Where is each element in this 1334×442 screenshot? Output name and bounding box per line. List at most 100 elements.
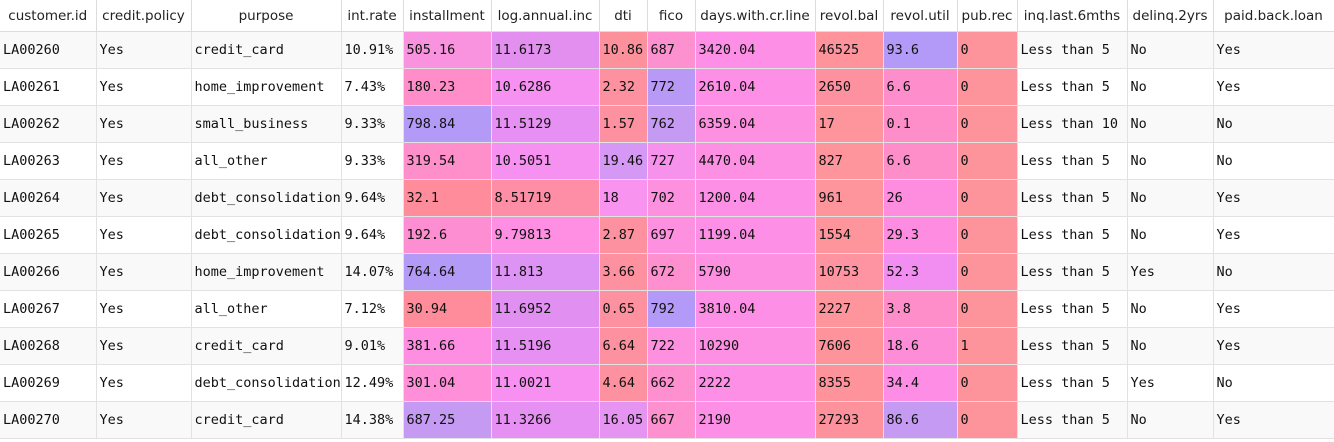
cell-fico[interactable]: 762 xyxy=(647,105,696,143)
cell-installment[interactable]: 192.6 xyxy=(403,216,492,254)
table-row[interactable]: LA00262 Yes small_business 9.33% 798.84 11.51… xyxy=(0,105,1334,143)
cell-dti[interactable]: 2.87 xyxy=(599,216,648,254)
cell-credit-policy[interactable]: Yes xyxy=(96,253,192,291)
column-header-dti[interactable]: dti xyxy=(599,0,648,32)
cell-revol-util[interactable]: 6.6 xyxy=(883,68,958,106)
cell-purpose[interactable]: debt_consolidation xyxy=(191,179,342,217)
cell-credit-policy[interactable]: Yes xyxy=(96,31,192,69)
cell-delinq-2yrs[interactable]: No xyxy=(1127,68,1214,106)
cell-dti[interactable]: 16.05 xyxy=(599,401,648,439)
cell-pub-rec[interactable]: 0 xyxy=(957,179,1018,217)
cell-customer-id[interactable]: LA00268 xyxy=(0,327,97,365)
cell-inq-last-6mths[interactable]: Less than 10 xyxy=(1017,105,1128,143)
cell-credit-policy[interactable]: Yes xyxy=(96,216,192,254)
cell-fico[interactable]: 667 xyxy=(647,401,696,439)
cell-int-rate[interactable]: 7.43% xyxy=(341,68,404,106)
cell-revol-bal[interactable]: 8355 xyxy=(815,364,884,402)
cell-revol-util[interactable]: 18.6 xyxy=(883,327,958,365)
cell-delinq-2yrs[interactable]: No xyxy=(1127,290,1214,328)
cell-fico[interactable]: 672 xyxy=(647,253,696,291)
cell-inq-last-6mths[interactable]: Less than 5 xyxy=(1017,68,1128,106)
cell-credit-policy[interactable]: Yes xyxy=(96,364,192,402)
cell-installment[interactable]: 180.23 xyxy=(403,68,492,106)
column-header-paid-back-loan[interactable]: paid.back.loan xyxy=(1213,0,1334,32)
cell-paid-back-loan[interactable]: Yes xyxy=(1213,327,1334,365)
cell-revol-util[interactable]: 0.1 xyxy=(883,105,958,143)
cell-log-annual-inc[interactable]: 8.51719 xyxy=(491,179,600,217)
cell-credit-policy[interactable]: Yes xyxy=(96,105,192,143)
cell-installment[interactable]: 301.04 xyxy=(403,364,492,402)
cell-installment[interactable]: 381.66 xyxy=(403,327,492,365)
cell-fico[interactable]: 722 xyxy=(647,327,696,365)
cell-paid-back-loan[interactable]: No xyxy=(1213,105,1334,143)
cell-days-with-cr-line[interactable]: 1199.04 xyxy=(695,216,816,254)
cell-customer-id[interactable]: LA00264 xyxy=(0,179,97,217)
cell-revol-bal[interactable]: 46525 xyxy=(815,31,884,69)
cell-log-annual-inc[interactable]: 10.5051 xyxy=(491,142,600,180)
cell-int-rate[interactable]: 9.33% xyxy=(341,105,404,143)
cell-paid-back-loan[interactable]: Yes xyxy=(1213,290,1334,328)
cell-customer-id[interactable]: LA00270 xyxy=(0,401,97,439)
cell-pub-rec[interactable]: 0 xyxy=(957,31,1018,69)
cell-pub-rec[interactable]: 0 xyxy=(957,216,1018,254)
cell-fico[interactable]: 792 xyxy=(647,290,696,328)
table-row[interactable]: LA00269 Yes debt_consolidation 12.49% 301.04… xyxy=(0,364,1334,402)
cell-log-annual-inc[interactable]: 11.0021 xyxy=(491,364,600,402)
cell-paid-back-loan[interactable]: No xyxy=(1213,364,1334,402)
cell-dti[interactable]: 0.65 xyxy=(599,290,648,328)
cell-days-with-cr-line[interactable]: 6359.04 xyxy=(695,105,816,143)
cell-purpose[interactable]: credit_card xyxy=(191,327,342,365)
cell-installment[interactable]: 32.1 xyxy=(403,179,492,217)
cell-revol-bal[interactable]: 827 xyxy=(815,142,884,180)
cell-inq-last-6mths[interactable]: Less than 5 xyxy=(1017,401,1128,439)
column-header-fico[interactable]: fico xyxy=(647,0,696,32)
cell-paid-back-loan[interactable]: Yes xyxy=(1213,216,1334,254)
cell-credit-policy[interactable]: Yes xyxy=(96,290,192,328)
cell-customer-id[interactable]: LA00262 xyxy=(0,105,97,143)
cell-purpose[interactable]: credit_card xyxy=(191,401,342,439)
column-header-int-rate[interactable]: int.rate xyxy=(341,0,404,32)
cell-revol-util[interactable]: 86.6 xyxy=(883,401,958,439)
cell-revol-bal[interactable]: 10753 xyxy=(815,253,884,291)
cell-purpose[interactable]: home_improvement xyxy=(191,68,342,106)
column-header-delinq-2yrs[interactable]: delinq.2yrs xyxy=(1127,0,1214,32)
cell-credit-policy[interactable]: Yes xyxy=(96,179,192,217)
cell-credit-policy[interactable]: Yes xyxy=(96,68,192,106)
table-row[interactable]: LA00261 Yes home_improvement 7.43% 180.23 10.… xyxy=(0,68,1334,106)
cell-int-rate[interactable]: 7.12% xyxy=(341,290,404,328)
cell-delinq-2yrs[interactable]: Yes xyxy=(1127,364,1214,402)
column-header-customer-id[interactable]: customer.id xyxy=(0,0,97,32)
column-header-purpose[interactable]: purpose xyxy=(191,0,342,32)
cell-revol-util[interactable]: 93.6 xyxy=(883,31,958,69)
cell-days-with-cr-line[interactable]: 3420.04 xyxy=(695,31,816,69)
column-header-installment[interactable]: installment xyxy=(403,0,492,32)
cell-pub-rec[interactable]: 0 xyxy=(957,401,1018,439)
cell-paid-back-loan[interactable]: Yes xyxy=(1213,401,1334,439)
cell-days-with-cr-line[interactable]: 2222 xyxy=(695,364,816,402)
cell-revol-util[interactable]: 6.6 xyxy=(883,142,958,180)
column-header-revol-bal[interactable]: revol.bal xyxy=(815,0,884,32)
cell-customer-id[interactable]: LA00263 xyxy=(0,142,97,180)
cell-revol-bal[interactable]: 2650 xyxy=(815,68,884,106)
cell-delinq-2yrs[interactable]: No xyxy=(1127,401,1214,439)
table-row[interactable]: LA00266 Yes home_improvement 14.07% 764.64 11… xyxy=(0,253,1334,291)
cell-revol-bal[interactable]: 17 xyxy=(815,105,884,143)
cell-installment[interactable]: 505.16 xyxy=(403,31,492,69)
cell-customer-id[interactable]: LA00260 xyxy=(0,31,97,69)
cell-pub-rec[interactable]: 1 xyxy=(957,327,1018,365)
cell-fico[interactable]: 662 xyxy=(647,364,696,402)
cell-dti[interactable]: 6.64 xyxy=(599,327,648,365)
cell-revol-bal[interactable]: 1554 xyxy=(815,216,884,254)
cell-pub-rec[interactable]: 0 xyxy=(957,68,1018,106)
cell-paid-back-loan[interactable]: Yes xyxy=(1213,68,1334,106)
cell-installment[interactable]: 687.25 xyxy=(403,401,492,439)
cell-fico[interactable]: 772 xyxy=(647,68,696,106)
cell-log-annual-inc[interactable]: 10.6286 xyxy=(491,68,600,106)
cell-delinq-2yrs[interactable]: No xyxy=(1127,216,1214,254)
cell-dti[interactable]: 2.32 xyxy=(599,68,648,106)
cell-dti[interactable]: 18 xyxy=(599,179,648,217)
cell-delinq-2yrs[interactable]: No xyxy=(1127,105,1214,143)
cell-purpose[interactable]: credit_card xyxy=(191,31,342,69)
cell-pub-rec[interactable]: 0 xyxy=(957,364,1018,402)
cell-pub-rec[interactable]: 0 xyxy=(957,290,1018,328)
